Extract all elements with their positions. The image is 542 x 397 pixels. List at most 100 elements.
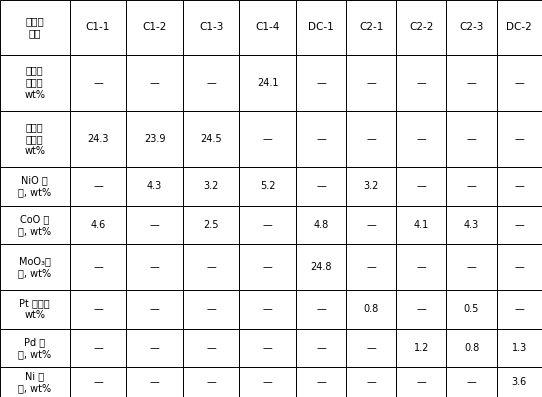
Text: —: — — [150, 377, 159, 387]
Bar — [240, 0, 296, 54]
Text: —: — — [93, 78, 103, 88]
Text: 3.2: 3.2 — [364, 181, 379, 191]
Bar — [183, 245, 240, 290]
Text: —: — — [366, 262, 376, 272]
Bar — [296, 245, 346, 290]
Bar — [296, 167, 346, 206]
Text: —: — — [93, 343, 103, 353]
Text: —: — — [207, 343, 216, 353]
Text: —: — — [316, 78, 326, 88]
Bar — [346, 329, 396, 367]
Bar — [69, 367, 126, 397]
Bar — [69, 0, 126, 54]
Text: 1.3: 1.3 — [512, 343, 527, 353]
Text: 催化剂
编号: 催化剂 编号 — [25, 16, 44, 38]
Bar — [496, 329, 542, 367]
Bar — [346, 111, 396, 167]
Text: —: — — [366, 220, 376, 230]
Text: —: — — [366, 377, 376, 387]
Bar — [496, 245, 542, 290]
Bar — [447, 0, 496, 54]
Bar — [183, 111, 240, 167]
Bar — [240, 206, 296, 245]
Bar — [183, 367, 240, 397]
Bar — [396, 329, 447, 367]
Text: —: — — [263, 134, 273, 144]
Bar — [0, 0, 69, 54]
Text: 24.1: 24.1 — [257, 78, 279, 88]
Text: —: — — [366, 78, 376, 88]
Bar — [0, 329, 69, 367]
Bar — [0, 167, 69, 206]
Bar — [346, 54, 396, 111]
Bar — [183, 290, 240, 329]
Bar — [69, 54, 126, 111]
Text: 硫化钨
含量，
wt%: 硫化钨 含量， wt% — [24, 66, 46, 100]
Bar — [296, 290, 346, 329]
Bar — [396, 167, 447, 206]
Bar — [183, 54, 240, 111]
Text: 24.5: 24.5 — [201, 134, 222, 144]
Bar — [69, 206, 126, 245]
Text: —: — — [207, 78, 216, 88]
Text: C2-2: C2-2 — [409, 22, 434, 32]
Bar — [126, 367, 183, 397]
Text: —: — — [93, 377, 103, 387]
Text: C2-3: C2-3 — [459, 22, 483, 32]
Bar — [496, 367, 542, 397]
Text: NiO 含
量, wt%: NiO 含 量, wt% — [18, 175, 51, 197]
Bar — [447, 290, 496, 329]
Bar — [126, 329, 183, 367]
Text: —: — — [416, 262, 426, 272]
Bar — [240, 367, 296, 397]
Bar — [447, 111, 496, 167]
Text: —: — — [263, 343, 273, 353]
Bar — [396, 206, 447, 245]
Bar — [346, 367, 396, 397]
Text: C1-4: C1-4 — [256, 22, 280, 32]
Bar — [496, 290, 542, 329]
Text: —: — — [316, 304, 326, 314]
Text: 24.8: 24.8 — [311, 262, 332, 272]
Text: 硫化钼
含量，
wt%: 硫化钼 含量， wt% — [24, 122, 46, 156]
Bar — [126, 206, 183, 245]
Text: —: — — [467, 181, 476, 191]
Bar — [296, 54, 346, 111]
Bar — [396, 367, 447, 397]
Bar — [69, 290, 126, 329]
Bar — [346, 290, 396, 329]
Text: —: — — [416, 377, 426, 387]
Text: —: — — [467, 134, 476, 144]
Text: —: — — [514, 181, 524, 191]
Text: C1-3: C1-3 — [199, 22, 223, 32]
Bar — [240, 290, 296, 329]
Text: —: — — [150, 220, 159, 230]
Bar — [496, 206, 542, 245]
Bar — [126, 54, 183, 111]
Text: 4.8: 4.8 — [313, 220, 329, 230]
Text: —: — — [316, 134, 326, 144]
Bar — [396, 54, 447, 111]
Text: MoO₃含
量, wt%: MoO₃含 量, wt% — [18, 256, 51, 278]
Text: —: — — [467, 262, 476, 272]
Bar — [296, 111, 346, 167]
Text: —: — — [416, 304, 426, 314]
Text: 1.2: 1.2 — [414, 343, 429, 353]
Text: 0.8: 0.8 — [464, 343, 479, 353]
Bar — [183, 206, 240, 245]
Text: C1-2: C1-2 — [143, 22, 167, 32]
Text: —: — — [316, 377, 326, 387]
Bar — [447, 167, 496, 206]
Text: Pt 含量，
wt%: Pt 含量， wt% — [20, 298, 50, 320]
Text: —: — — [263, 220, 273, 230]
Text: —: — — [150, 304, 159, 314]
Text: —: — — [93, 304, 103, 314]
Bar — [183, 167, 240, 206]
Text: 3.6: 3.6 — [512, 377, 527, 387]
Text: —: — — [316, 343, 326, 353]
Text: —: — — [366, 343, 376, 353]
Text: 0.8: 0.8 — [364, 304, 379, 314]
Text: —: — — [514, 134, 524, 144]
Text: C1-1: C1-1 — [86, 22, 110, 32]
Bar — [447, 54, 496, 111]
